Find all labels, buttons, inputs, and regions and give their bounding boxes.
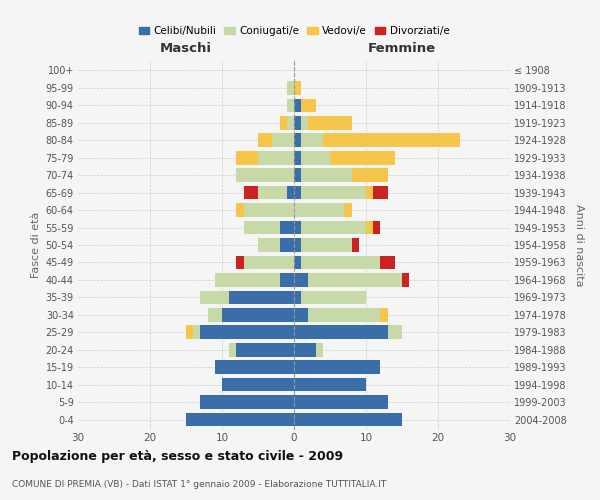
- Bar: [294, 256, 301, 270]
- Bar: [301, 186, 366, 200]
- Bar: [366, 186, 373, 200]
- Bar: [294, 326, 388, 339]
- Bar: [229, 343, 236, 356]
- Bar: [200, 290, 229, 304]
- Text: COMUNE DI PREMIA (VB) - Dati ISTAT 1° gennaio 2009 - Elaborazione TUTTITALIA.IT: COMUNE DI PREMIA (VB) - Dati ISTAT 1° ge…: [12, 480, 386, 489]
- Bar: [287, 81, 294, 94]
- Bar: [308, 308, 380, 322]
- Bar: [294, 116, 301, 130]
- Bar: [294, 168, 301, 182]
- Bar: [294, 343, 316, 356]
- Bar: [373, 186, 388, 200]
- Bar: [186, 326, 193, 339]
- Legend: Celibi/Nubili, Coniugati/e, Vedovi/e, Divorziati/e: Celibi/Nubili, Coniugati/e, Vedovi/e, Di…: [134, 22, 454, 40]
- Y-axis label: Fasce di età: Fasce di età: [31, 212, 41, 278]
- Bar: [308, 273, 402, 286]
- Text: Femmine: Femmine: [368, 42, 436, 55]
- Bar: [323, 134, 460, 147]
- Bar: [301, 290, 366, 304]
- Bar: [215, 360, 294, 374]
- Bar: [402, 273, 409, 286]
- Bar: [344, 204, 352, 217]
- Bar: [236, 256, 244, 270]
- Bar: [258, 134, 272, 147]
- Bar: [301, 256, 380, 270]
- Bar: [294, 81, 301, 94]
- Bar: [280, 116, 287, 130]
- Bar: [280, 273, 294, 286]
- Bar: [294, 238, 301, 252]
- Bar: [186, 412, 294, 426]
- Bar: [294, 151, 301, 164]
- Bar: [200, 326, 294, 339]
- Bar: [294, 220, 301, 234]
- Bar: [301, 116, 308, 130]
- Bar: [287, 186, 294, 200]
- Bar: [316, 343, 323, 356]
- Bar: [258, 151, 294, 164]
- Bar: [258, 238, 280, 252]
- Bar: [222, 378, 294, 392]
- Bar: [301, 98, 316, 112]
- Bar: [388, 326, 402, 339]
- Bar: [272, 134, 294, 147]
- Bar: [208, 308, 222, 322]
- Bar: [280, 238, 294, 252]
- Bar: [380, 256, 395, 270]
- Bar: [294, 273, 308, 286]
- Bar: [373, 220, 380, 234]
- Bar: [294, 134, 301, 147]
- Bar: [294, 98, 301, 112]
- Bar: [287, 98, 294, 112]
- Bar: [236, 204, 244, 217]
- Bar: [200, 396, 294, 409]
- Bar: [244, 186, 258, 200]
- Bar: [244, 220, 280, 234]
- Bar: [236, 168, 294, 182]
- Bar: [330, 151, 395, 164]
- Bar: [308, 116, 352, 130]
- Bar: [352, 168, 388, 182]
- Bar: [294, 290, 301, 304]
- Bar: [229, 290, 294, 304]
- Bar: [366, 220, 373, 234]
- Bar: [280, 220, 294, 234]
- Bar: [301, 168, 352, 182]
- Bar: [287, 116, 294, 130]
- Bar: [294, 186, 301, 200]
- Bar: [215, 273, 280, 286]
- Bar: [294, 412, 402, 426]
- Text: Popolazione per età, sesso e stato civile - 2009: Popolazione per età, sesso e stato civil…: [12, 450, 343, 463]
- Bar: [244, 256, 294, 270]
- Bar: [258, 186, 287, 200]
- Bar: [380, 308, 388, 322]
- Bar: [294, 378, 366, 392]
- Bar: [222, 308, 294, 322]
- Y-axis label: Anni di nascita: Anni di nascita: [574, 204, 584, 286]
- Bar: [236, 343, 294, 356]
- Bar: [301, 151, 330, 164]
- Bar: [244, 204, 294, 217]
- Bar: [294, 396, 388, 409]
- Bar: [301, 134, 323, 147]
- Bar: [352, 238, 359, 252]
- Bar: [294, 308, 308, 322]
- Bar: [193, 326, 200, 339]
- Bar: [294, 360, 380, 374]
- Bar: [294, 204, 344, 217]
- Bar: [301, 220, 366, 234]
- Bar: [301, 238, 352, 252]
- Text: Maschi: Maschi: [160, 42, 212, 55]
- Bar: [236, 151, 258, 164]
